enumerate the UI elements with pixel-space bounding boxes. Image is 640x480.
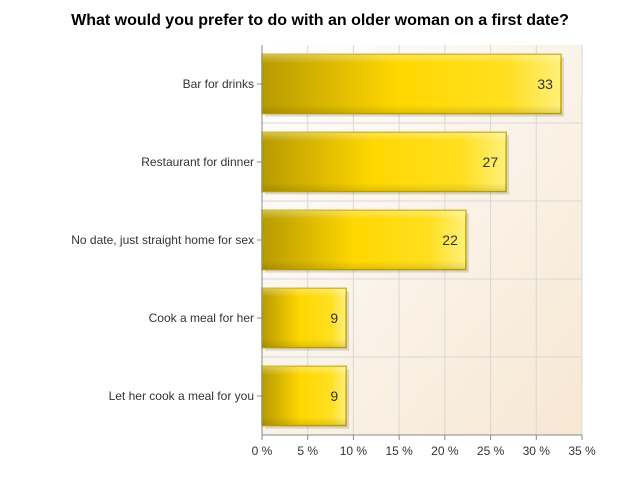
x-tick-label: 35 % bbox=[568, 444, 596, 458]
bars bbox=[261, 53, 564, 429]
category-label: Restaurant for dinner bbox=[141, 155, 254, 169]
x-tick-label: 0 % bbox=[252, 444, 273, 458]
x-tick-label: 20 % bbox=[431, 444, 459, 458]
data-label: 22 bbox=[442, 232, 458, 248]
chart-title: What would you prefer to do with an olde… bbox=[71, 12, 569, 29]
bar-highlight bbox=[262, 210, 466, 270]
category-label: Let her cook a meal for you bbox=[109, 389, 254, 403]
axes bbox=[257, 45, 583, 440]
bar-highlight bbox=[262, 54, 561, 114]
bar-highlight bbox=[262, 366, 347, 426]
data-label: 27 bbox=[483, 154, 499, 170]
x-tick-label: 5 % bbox=[297, 444, 318, 458]
x-tick-label: 30 % bbox=[523, 444, 551, 458]
data-label: 9 bbox=[330, 388, 338, 404]
data-label: 33 bbox=[537, 76, 553, 92]
x-tick-label: 25 % bbox=[477, 444, 505, 458]
labels: 0 % 5 % 10 % 15 % 20 % 25 % 30 % 35 % Bar for dr… bbox=[71, 76, 596, 458]
category-label: No date, just straight home for sex bbox=[71, 233, 254, 247]
bar-highlight bbox=[262, 132, 507, 192]
category-label: Cook a meal for her bbox=[149, 311, 254, 325]
x-tick-label: 15 % bbox=[385, 444, 413, 458]
x-tick-label: 10 % bbox=[340, 444, 368, 458]
category-label: Bar for drinks bbox=[183, 77, 254, 91]
data-label: 9 bbox=[330, 310, 338, 326]
bar-highlight bbox=[262, 288, 347, 348]
